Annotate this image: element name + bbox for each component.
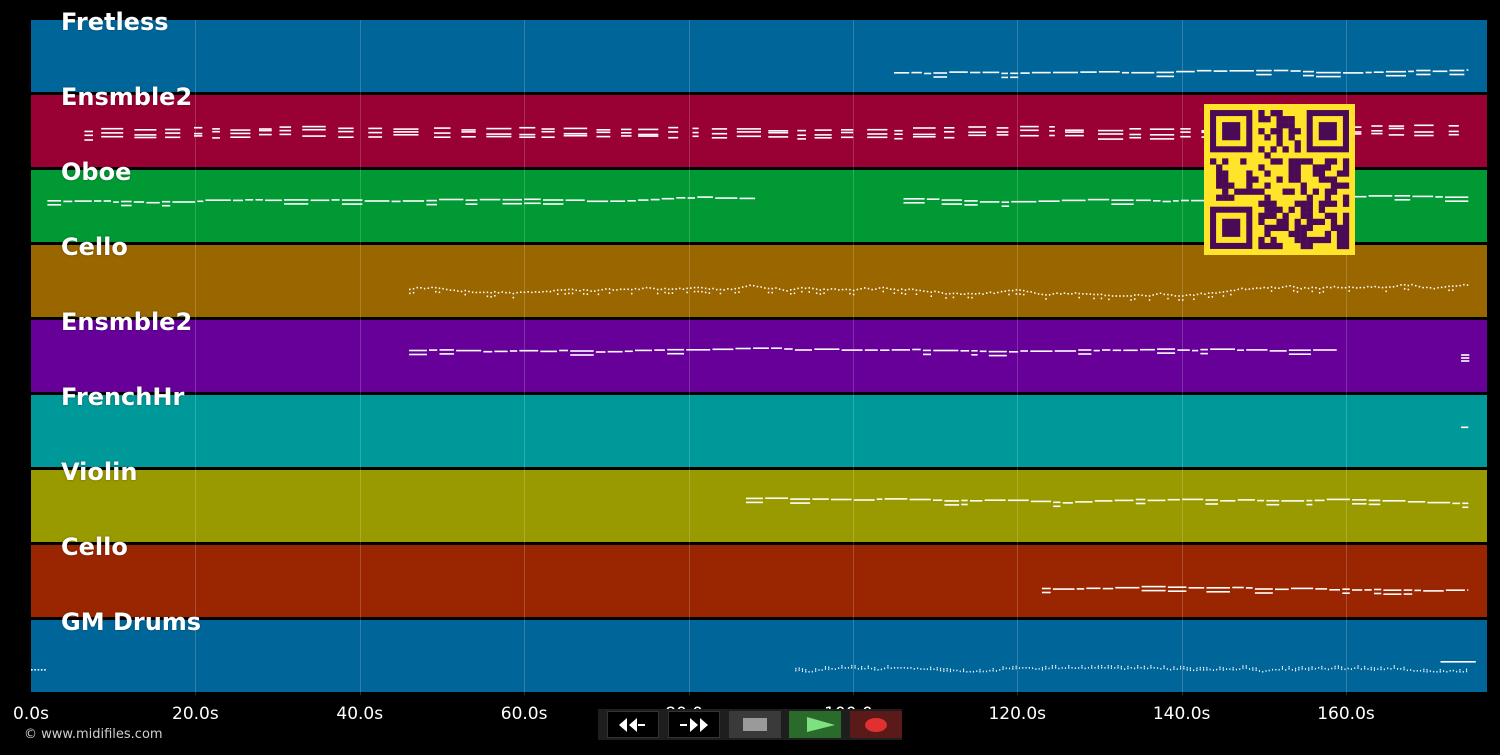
track-lanes: Fretless Ensmble2 Oboe Cello Ensmble2 FrenchH… bbox=[31, 8, 1487, 695]
track-lane: FrenchHr bbox=[31, 383, 1487, 467]
track-name: Ensmble2 bbox=[61, 83, 193, 111]
track-name: Cello bbox=[61, 233, 128, 261]
track-name: GM Drums bbox=[61, 608, 202, 636]
track-name: FrenchHr bbox=[61, 383, 185, 411]
track-name: Ensmble2 bbox=[61, 308, 193, 336]
rewind-button[interactable] bbox=[607, 711, 659, 738]
time-tick-label: 40.0s bbox=[336, 704, 384, 724]
time-tick-label: 60.0s bbox=[500, 704, 548, 724]
track-name: Violin bbox=[61, 458, 138, 486]
record-icon bbox=[865, 718, 887, 732]
fast-forward-button[interactable] bbox=[668, 711, 720, 738]
play-button[interactable] bbox=[789, 711, 841, 738]
stop-button[interactable] bbox=[729, 711, 781, 738]
time-tick-label: 0.0s bbox=[13, 704, 49, 724]
track-name: Fretless bbox=[61, 8, 169, 36]
time-tick-label: 160.0s bbox=[1317, 704, 1375, 724]
track-lane: GM Drums bbox=[31, 608, 1487, 692]
track-name: Cello bbox=[61, 533, 128, 561]
time-tick-label: 20.0s bbox=[172, 704, 219, 724]
stop-icon bbox=[743, 718, 767, 731]
qr-code bbox=[1204, 104, 1355, 255]
track-name: Oboe bbox=[61, 158, 132, 186]
track-lane: Cello bbox=[31, 533, 1487, 617]
track-lane: Violin bbox=[31, 458, 1487, 542]
fast-forward-icon bbox=[680, 718, 708, 732]
copyright-text: © www.midifiles.com bbox=[24, 727, 163, 742]
track-lane: Cello bbox=[31, 233, 1487, 317]
track-lane: Ensmble2 bbox=[31, 308, 1487, 392]
transport-bar bbox=[598, 709, 902, 740]
time-tick-label: 120.0s bbox=[988, 704, 1047, 724]
rewind-icon bbox=[619, 718, 645, 732]
play-icon bbox=[807, 717, 835, 732]
time-tick-label: 140.0s bbox=[1152, 704, 1211, 724]
track-lane: Fretless bbox=[31, 8, 1487, 92]
record-button[interactable] bbox=[850, 711, 902, 738]
